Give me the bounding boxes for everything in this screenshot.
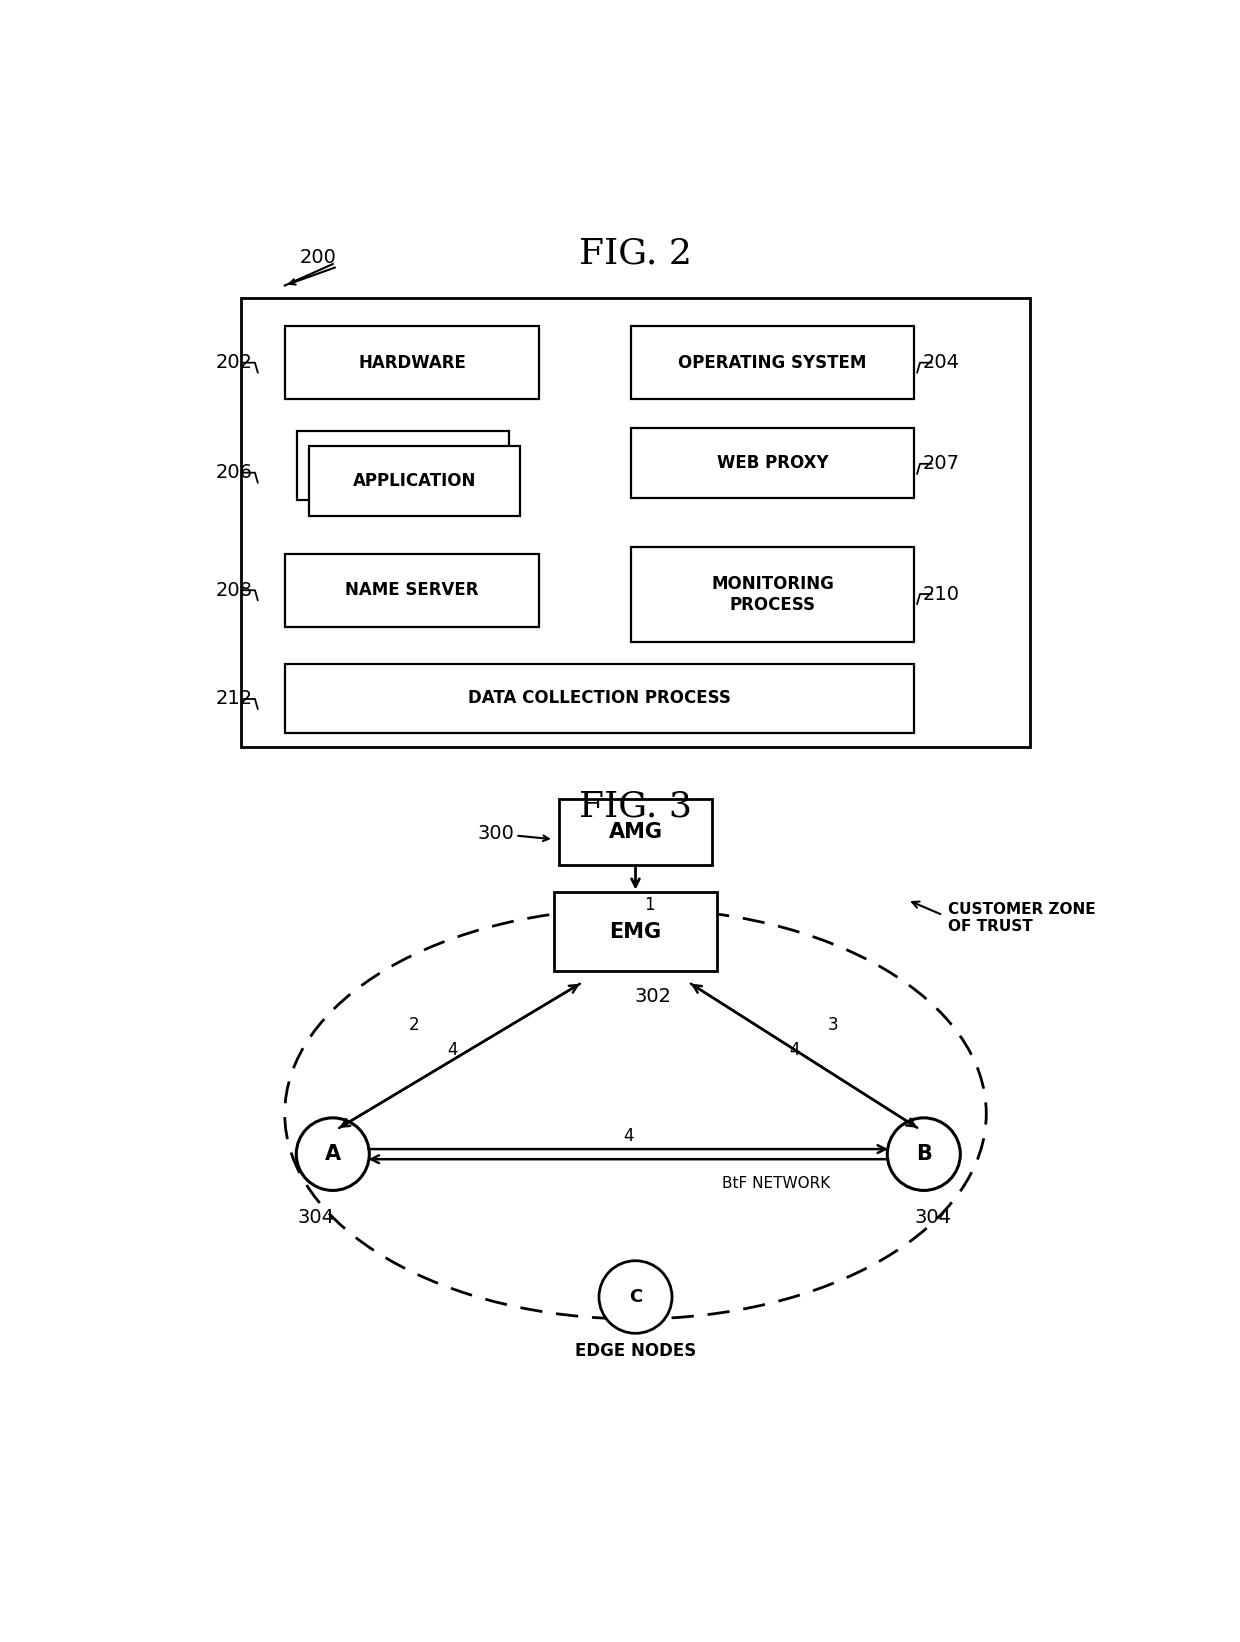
Text: 1: 1 [645, 897, 655, 915]
Ellipse shape [296, 1118, 370, 1190]
FancyBboxPatch shape [242, 299, 1029, 747]
Text: 2: 2 [409, 1016, 420, 1034]
Text: 4: 4 [448, 1041, 458, 1059]
FancyBboxPatch shape [285, 327, 539, 399]
FancyBboxPatch shape [285, 553, 539, 627]
Text: 200: 200 [300, 248, 337, 268]
Text: 206: 206 [216, 463, 252, 483]
FancyBboxPatch shape [631, 547, 914, 642]
Text: 210: 210 [923, 585, 960, 604]
Ellipse shape [285, 908, 986, 1319]
Text: 207: 207 [923, 455, 960, 473]
Text: 202: 202 [216, 353, 252, 373]
FancyBboxPatch shape [631, 429, 914, 498]
Text: 304: 304 [298, 1209, 335, 1227]
Text: 3: 3 [827, 1016, 838, 1034]
Text: C: C [629, 1287, 642, 1305]
Text: BtF NETWORK: BtF NETWORK [722, 1176, 831, 1190]
FancyBboxPatch shape [285, 663, 914, 732]
Text: EMG: EMG [609, 921, 662, 941]
Text: 4: 4 [624, 1128, 634, 1146]
Text: CUSTOMER ZONE
OF TRUST: CUSTOMER ZONE OF TRUST [947, 901, 1095, 934]
Text: FIG. 3: FIG. 3 [579, 790, 692, 823]
Text: EDGE NODES: EDGE NODES [575, 1343, 696, 1360]
FancyBboxPatch shape [558, 800, 712, 865]
Text: 204: 204 [923, 353, 960, 373]
Text: FIG. 2: FIG. 2 [579, 236, 692, 271]
Text: DATA COLLECTION PROCESS: DATA COLLECTION PROCESS [467, 690, 730, 708]
Text: A: A [325, 1144, 341, 1164]
Text: 300: 300 [477, 824, 515, 842]
FancyBboxPatch shape [298, 430, 508, 501]
Text: 212: 212 [216, 690, 253, 708]
FancyBboxPatch shape [554, 893, 717, 970]
Ellipse shape [599, 1261, 672, 1333]
Text: WEB PROXY: WEB PROXY [717, 455, 828, 473]
Text: OPERATING SYSTEM: OPERATING SYSTEM [678, 353, 867, 371]
Text: B: B [916, 1144, 931, 1164]
Ellipse shape [888, 1118, 960, 1190]
Text: NAME SERVER: NAME SERVER [345, 581, 479, 599]
FancyBboxPatch shape [631, 327, 914, 399]
FancyBboxPatch shape [309, 447, 521, 516]
Text: 304: 304 [915, 1209, 952, 1227]
Text: 4: 4 [789, 1041, 800, 1059]
Text: 208: 208 [216, 581, 252, 599]
Text: APPLICATION: APPLICATION [353, 471, 476, 489]
Text: AMG: AMG [609, 821, 662, 842]
Text: MONITORING
PROCESS: MONITORING PROCESS [711, 575, 833, 614]
Text: HARDWARE: HARDWARE [358, 353, 466, 371]
Text: 302: 302 [635, 987, 671, 1005]
